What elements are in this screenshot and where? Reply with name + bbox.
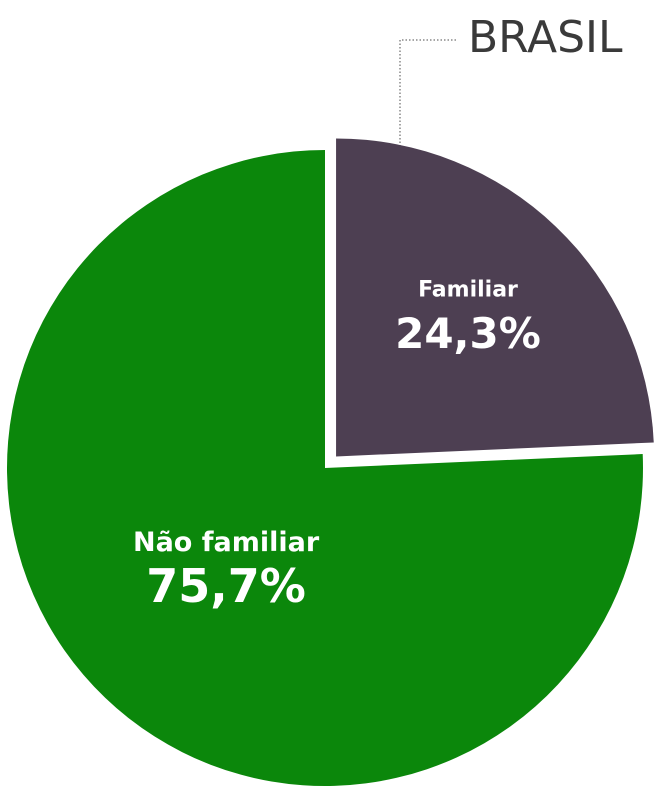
chart-title: BRASIL	[468, 12, 623, 63]
slice-value: 24,3%	[395, 309, 541, 358]
slice-name: Familiar	[418, 278, 518, 303]
leader-line	[399, 39, 458, 150]
slice-name: Não familiar	[133, 527, 320, 558]
slice-value: 75,7%	[146, 559, 306, 613]
pie-slice	[6, 150, 643, 786]
pie-slice	[336, 138, 654, 457]
